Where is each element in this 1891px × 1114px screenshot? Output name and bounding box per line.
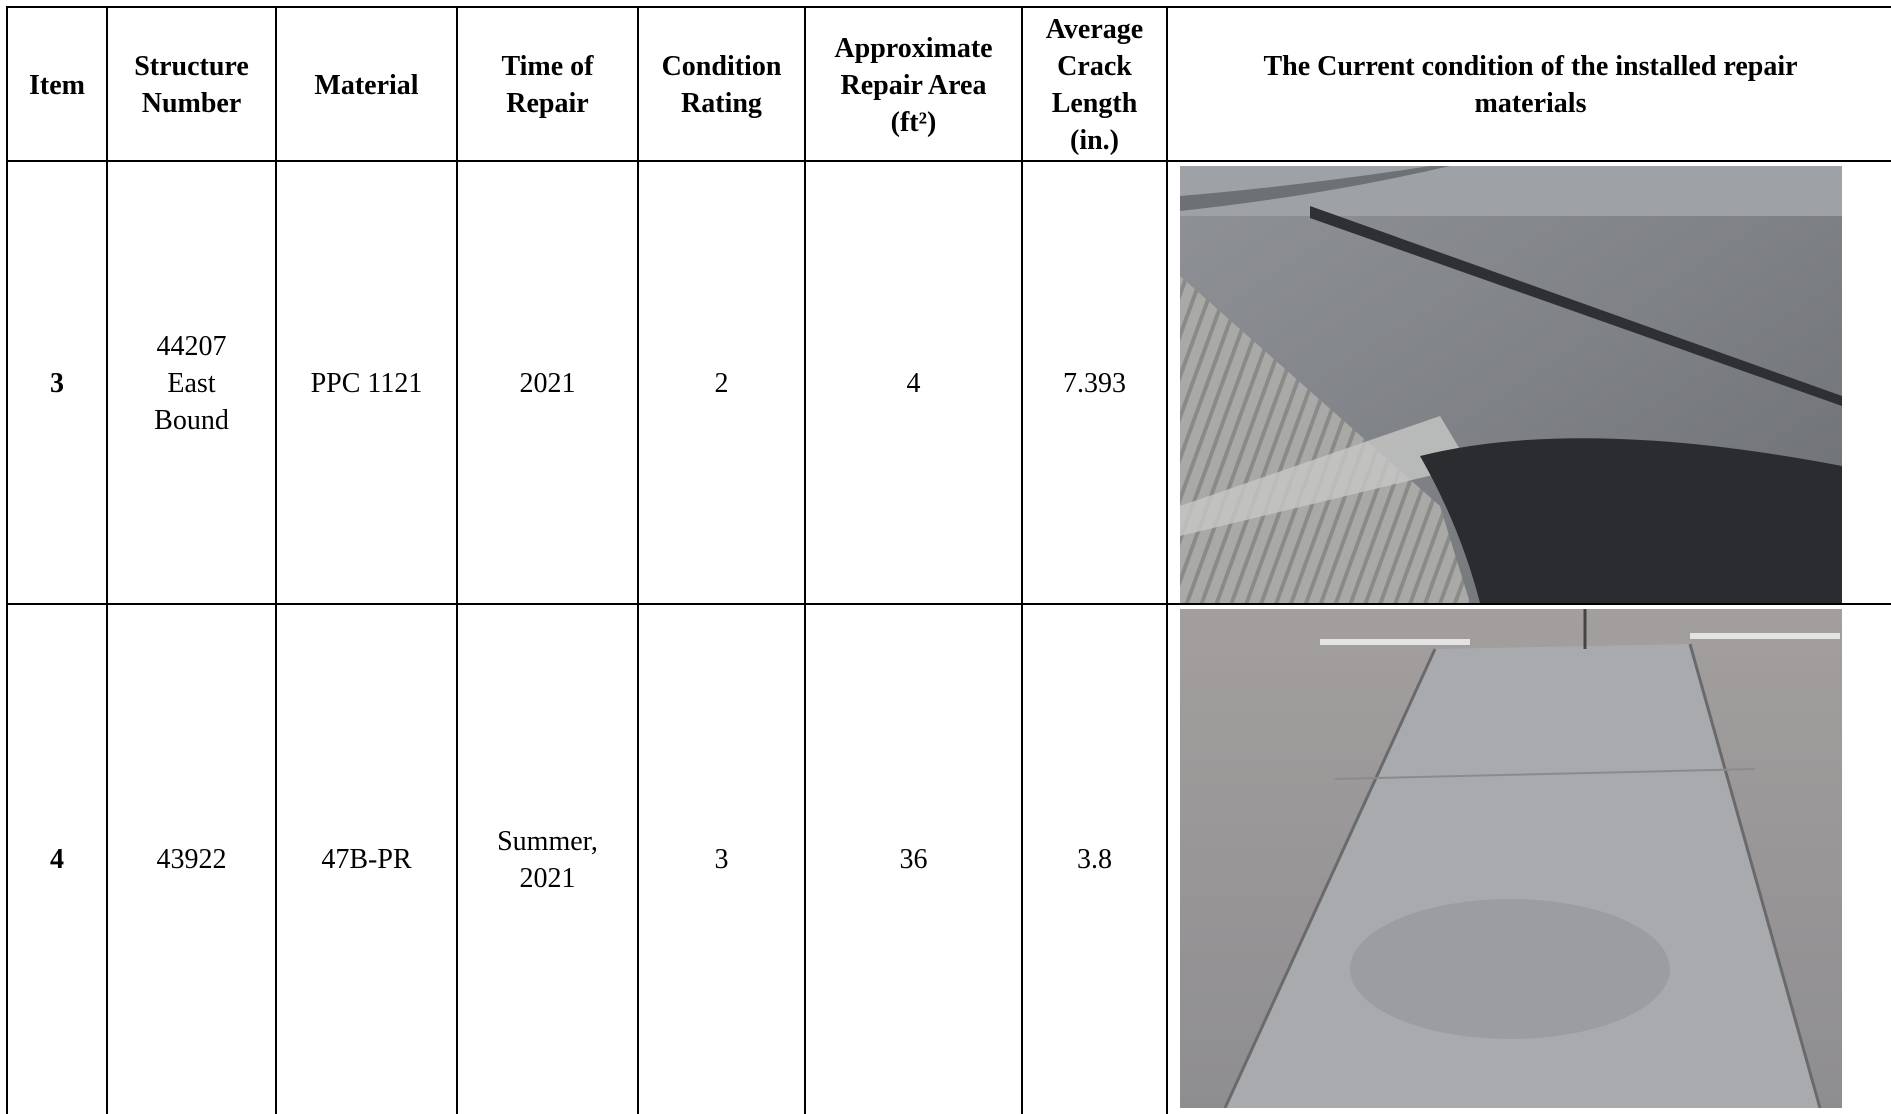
photo: [1180, 609, 1842, 1108]
table-cell: 44207 East Bound: [106, 160, 275, 605]
table-cell: 3.8: [1021, 603, 1166, 1114]
header-cell: Material: [275, 6, 456, 162]
table-cell: 43922: [106, 603, 275, 1114]
table-cell: 4: [804, 160, 1021, 605]
header-cell: Approximate Repair Area (ft²): [804, 6, 1021, 162]
header-cell: Condition Rating: [637, 6, 804, 162]
photo: [1180, 166, 1842, 603]
table-cell: [1166, 160, 1891, 605]
table-cell: 7.393: [1021, 160, 1166, 605]
table-cell: 4: [6, 603, 106, 1114]
header-cell: Time of Repair: [456, 6, 637, 162]
table-cell: 3: [637, 603, 804, 1114]
table-cell: 2021: [456, 160, 637, 605]
header-cell: Average Crack Length (in.): [1021, 6, 1166, 162]
table-cell: 36: [804, 603, 1021, 1114]
header-cell: The Current condition of the installed r…: [1166, 6, 1891, 162]
header-cell: Item: [6, 6, 106, 162]
table-cell: Summer, 2021: [456, 603, 637, 1114]
table-cell: 47B-PR: [275, 603, 456, 1114]
table-cell: [1166, 603, 1891, 1114]
table-cell: 3: [6, 160, 106, 605]
table-cell: 2: [637, 160, 804, 605]
header-cell: Structure Number: [106, 6, 275, 162]
table-cell: PPC 1121: [275, 160, 456, 605]
